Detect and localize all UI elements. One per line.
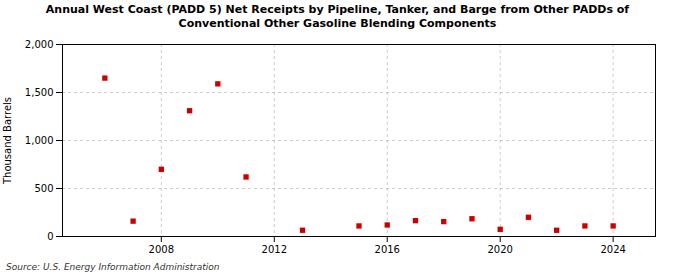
svg-text:1,500: 1,500	[25, 86, 54, 97]
svg-text:500: 500	[34, 182, 53, 193]
svg-text:1,000: 1,000	[25, 134, 54, 145]
svg-text:Thousand Barrels: Thousand Barrels	[2, 97, 13, 185]
svg-text:0: 0	[47, 230, 53, 241]
svg-text:2,000: 2,000	[25, 38, 54, 49]
svg-text:2020: 2020	[487, 243, 512, 254]
svg-text:2012: 2012	[262, 243, 287, 254]
html-text:Conventional Other Gasoline Bl: Conventional Other Gasoline Blending Com…	[178, 17, 497, 31]
svg-text:2008: 2008	[149, 243, 174, 254]
html-text:Source: U.S. Energy Informatio: Source: U.S. Energy Information Administ…	[6, 261, 220, 272]
html-text:Annual West Coast (PADD 5) Net: Annual West Coast (PADD 5) Net Receipts …	[45, 3, 630, 16]
svg-text:2016: 2016	[375, 243, 400, 254]
svg-text:2024: 2024	[600, 243, 625, 254]
